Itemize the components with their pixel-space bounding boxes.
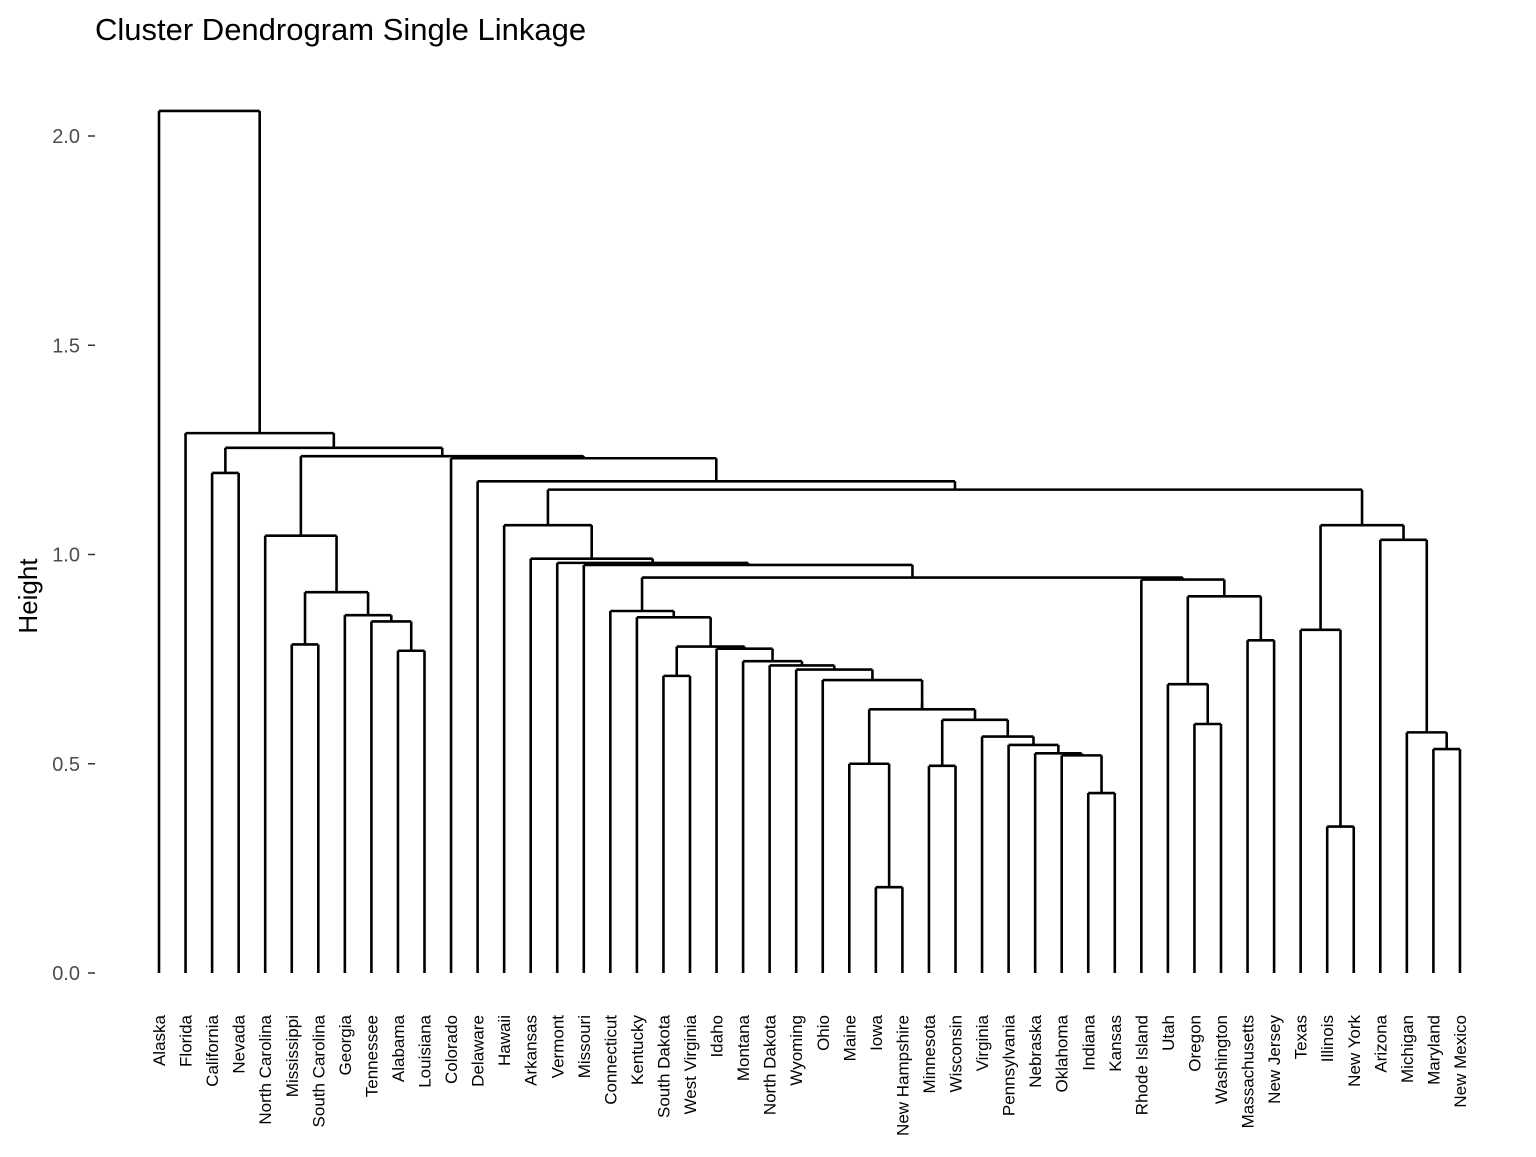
leaf-label: Virginia [973, 1014, 992, 1071]
leaf-label: Maine [840, 1015, 859, 1061]
leaf-label: Indiana [1079, 1014, 1098, 1070]
leaf-label: Arizona [1371, 1014, 1390, 1072]
leaf-label: Mississippi [283, 1015, 302, 1097]
y-tick-label: 0.0 [52, 963, 80, 985]
leaf-label: Colorado [442, 1015, 461, 1084]
leaf-label: California [203, 1014, 222, 1086]
leaf-label: Florida [177, 1014, 196, 1067]
x-tick-labels: Alaska Florida California Nevada North Carol… [150, 1014, 1470, 1135]
leaf-label: New Mexico [1451, 1015, 1470, 1108]
leaf-label: Missouri [575, 1015, 594, 1078]
leaf-label: Texas [1292, 1015, 1311, 1059]
leaf-label: Wyoming [787, 1015, 806, 1086]
leaf-label: North Carolina [256, 1014, 275, 1124]
leaf-label: New York [1345, 1015, 1364, 1087]
leaf-label: Oregon [1185, 1015, 1204, 1072]
leaf-label: Alaska [150, 1014, 169, 1066]
leaf-label: Delaware [469, 1015, 488, 1087]
leaf-label: Kansas [1106, 1015, 1125, 1072]
leaf-label: Oklahoma [1053, 1014, 1072, 1092]
leaf-label: Alabama [389, 1014, 408, 1082]
leaf-label: Nebraska [1026, 1014, 1045, 1087]
leaf-label: West Virginia [681, 1014, 700, 1114]
y-tick-label: 0.5 [52, 754, 80, 776]
leaf-label: Vermont [548, 1015, 567, 1079]
leaf-label: Utah [1159, 1015, 1178, 1051]
leaf-label: North Dakota [761, 1014, 780, 1115]
leaf-label: Tennessee [362, 1015, 381, 1097]
leaf-label: Washington [1212, 1015, 1231, 1104]
y-tick-label: 2.0 [52, 126, 80, 148]
leaf-label: Louisiana [416, 1014, 435, 1087]
leaf-label: Iowa [867, 1014, 886, 1050]
leaf-label: Ohio [814, 1015, 833, 1051]
y-tick-label: 1.5 [52, 335, 80, 357]
leaf-label: Nevada [230, 1014, 249, 1073]
leaf-label: Minnesota [920, 1014, 939, 1093]
leaf-label: Idaho [708, 1015, 727, 1058]
leaf-label: Michigan [1398, 1015, 1417, 1083]
leaf-label: Pennsylvania [1000, 1014, 1019, 1116]
leaf-label: Illinois [1318, 1015, 1337, 1062]
leaf-label: Arkansas [522, 1015, 541, 1086]
leaf-label: Hawaii [495, 1015, 514, 1066]
leaf-label: Connecticut [601, 1015, 620, 1105]
leaf-label: New Hampshire [893, 1015, 912, 1136]
leaf-label: Georgia [336, 1014, 355, 1075]
leaf-label: Wisconsin [947, 1015, 966, 1092]
y-axis-label: Height [13, 558, 43, 634]
leaf-label: New Jersey [1265, 1015, 1284, 1104]
leaf-label: Montana [734, 1014, 753, 1081]
y-tick-label: 1.0 [52, 545, 80, 567]
leaf-label: Kentucky [628, 1015, 647, 1085]
leaf-label: South Carolina [309, 1014, 328, 1127]
leaf-label: Rhode Island [1132, 1015, 1151, 1115]
leaf-label: Massachusetts [1239, 1015, 1258, 1128]
chart-title: Cluster Dendrogram Single Linkage [95, 12, 587, 47]
leaf-label: South Dakota [654, 1014, 673, 1118]
leaf-label: Maryland [1424, 1015, 1443, 1085]
